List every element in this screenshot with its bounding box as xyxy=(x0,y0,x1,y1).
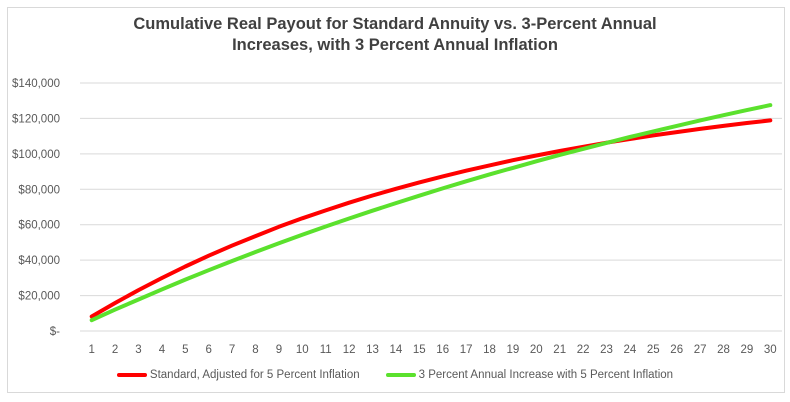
legend-swatch-standard xyxy=(116,373,147,377)
x-tick-label: 21 xyxy=(553,344,566,356)
x-tick-label: 27 xyxy=(694,344,707,356)
x-tick-label: 12 xyxy=(343,344,356,356)
y-tick-label: $20,000 xyxy=(18,291,60,303)
y-tick-label: $120,000 xyxy=(12,113,60,125)
x-tick-label: 20 xyxy=(530,344,543,356)
x-tick-label: 4 xyxy=(159,344,166,356)
x-tick-label: 15 xyxy=(413,344,426,356)
chart-legend: Standard, Adjusted for 5 Percent Inflati… xyxy=(0,369,790,381)
legend-label-standard: Standard, Adjusted for 5 Percent Inflati… xyxy=(149,369,360,381)
x-tick-label: 13 xyxy=(366,344,379,356)
x-tick-label: 10 xyxy=(296,344,309,356)
x-tick-label: 1 xyxy=(88,344,94,356)
x-tick-label: 23 xyxy=(600,344,613,356)
legend-label-increasing: 3 Percent Annual Increase with 5 Percent… xyxy=(418,369,674,381)
x-tick-label: 28 xyxy=(717,344,730,356)
x-tick-label: 22 xyxy=(577,344,590,356)
x-tick-label: 5 xyxy=(182,344,188,356)
legend-swatch-increasing xyxy=(385,373,416,377)
x-tick-label: 8 xyxy=(252,344,258,356)
series-line-1 xyxy=(89,103,773,323)
x-tick-label: 9 xyxy=(276,344,282,356)
x-tick-label: 11 xyxy=(320,344,332,356)
chart-title-line-2: Increases, with 3 Percent Annual Inflati… xyxy=(232,36,558,54)
x-tick-label: 6 xyxy=(205,344,211,356)
y-tick-label: $40,000 xyxy=(18,255,60,267)
x-tick-label: 17 xyxy=(460,344,473,356)
x-tick-label: 16 xyxy=(436,344,449,356)
y-tick-label: $140,000 xyxy=(12,78,60,90)
y-tick-label: $80,000 xyxy=(18,184,60,196)
x-tick-label: 29 xyxy=(741,344,754,356)
y-tick-label: $100,000 xyxy=(12,149,60,161)
x-tick-label: 3 xyxy=(135,344,141,356)
x-tick-label: 7 xyxy=(229,344,235,356)
x-tick-label: 26 xyxy=(670,344,683,356)
x-tick-label: 24 xyxy=(624,344,637,356)
y-tick-label: $- xyxy=(50,326,60,338)
x-tick-label: 19 xyxy=(507,344,520,356)
legend-item-increasing: 3 Percent Annual Increase with 5 Percent… xyxy=(385,369,674,381)
x-tick-label: 25 xyxy=(647,344,660,356)
chart-frame xyxy=(7,7,785,393)
x-tick-label: 14 xyxy=(390,344,403,356)
chart-title: Cumulative Real Payout for Standard Annu… xyxy=(0,14,790,56)
chart-title-line-1: Cumulative Real Payout for Standard Annu… xyxy=(133,15,657,33)
x-tick-label: 30 xyxy=(764,344,777,356)
y-tick-label: $60,000 xyxy=(18,220,60,232)
legend-item-standard: Standard, Adjusted for 5 Percent Inflati… xyxy=(116,369,360,381)
x-tick-label: 18 xyxy=(483,344,496,356)
x-tick-label: 2 xyxy=(112,344,118,356)
series-line-0 xyxy=(89,118,773,319)
